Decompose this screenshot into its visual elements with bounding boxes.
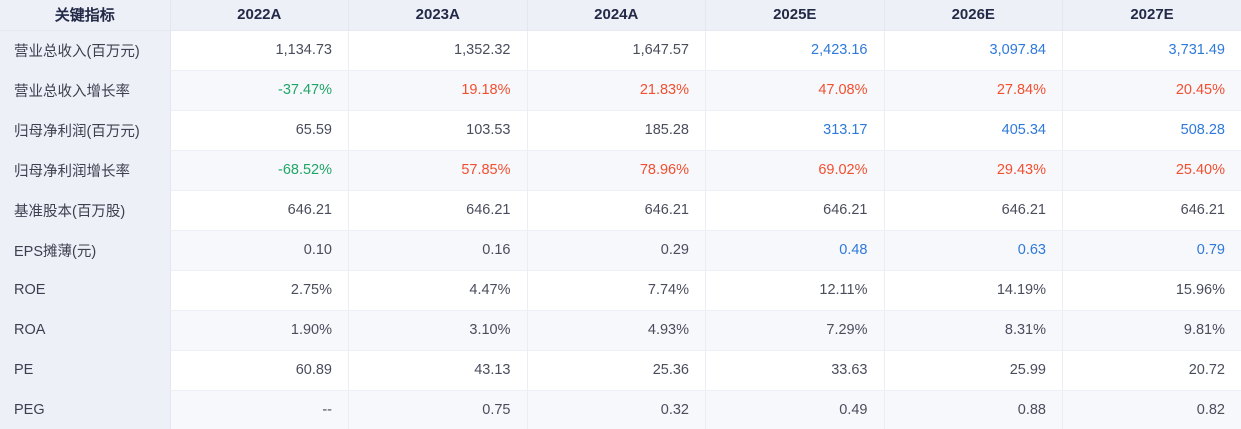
table-row: EPS摊薄(元) 0.10 0.16 0.29 0.48 0.63 0.79 (0, 230, 1241, 271)
cell-value: 4.93% (527, 310, 706, 351)
cell-value: 0.48 (705, 230, 885, 271)
table-row: ROE 2.75% 4.47% 7.74% 12.11% 14.19% 15.96% (0, 270, 1241, 311)
table-row: PE 60.89 43.13 25.36 33.63 25.99 20.72 (0, 350, 1241, 391)
cell-value: 25.40% (1062, 150, 1241, 191)
cell-value: 103.53 (348, 110, 528, 151)
table-row: 营业总收入增长率 -37.47% 19.18% 21.83% 47.08% 27.84% 2… (0, 70, 1241, 111)
cell-value: 33.63 (705, 350, 885, 391)
cell-value: 14.19% (884, 270, 1063, 311)
row-label: 归母净利润(百万元) (0, 110, 171, 151)
cell-value: 0.79 (1062, 230, 1241, 271)
cell-value: 3,731.49 (1062, 30, 1241, 71)
cell-value: 20.45% (1062, 70, 1241, 111)
row-label: ROE (0, 270, 171, 311)
cell-value: 0.10 (170, 230, 349, 271)
row-label: EPS摊薄(元) (0, 230, 171, 271)
cell-value: 1,352.32 (348, 30, 528, 71)
cell-value: 8.31% (884, 310, 1063, 351)
table-row: 营业总收入(百万元) 1,134.73 1,352.32 1,647.57 2,423.… (0, 30, 1241, 71)
cell-value: 25.99 (884, 350, 1063, 391)
cell-value: 0.32 (527, 390, 706, 429)
cell-value: 27.84% (884, 70, 1063, 111)
cell-value: -- (170, 390, 349, 429)
cell-value: 9.81% (1062, 310, 1241, 351)
table-body: 营业总收入(百万元) 1,134.73 1,352.32 1,647.57 2,423.… (0, 30, 1241, 429)
cell-value: 12.11% (705, 270, 885, 311)
cell-value: -37.47% (170, 70, 349, 111)
cell-value: 7.29% (705, 310, 885, 351)
year-column-header: 2025E (705, 0, 885, 31)
table-row: 归母净利润(百万元) 65.59 103.53 185.28 313.17 405.34 5… (0, 110, 1241, 151)
cell-value: 646.21 (527, 190, 706, 231)
cell-value: 185.28 (527, 110, 706, 151)
year-column-header: 2023A (348, 0, 528, 31)
cell-value: 0.88 (884, 390, 1063, 429)
cell-value: 0.63 (884, 230, 1063, 271)
cell-value: 508.28 (1062, 110, 1241, 151)
cell-value: 69.02% (705, 150, 885, 191)
cell-value: 646.21 (884, 190, 1063, 231)
cell-value: 29.43% (884, 150, 1063, 191)
cell-value: 405.34 (884, 110, 1063, 151)
cell-value: 646.21 (1062, 190, 1241, 231)
year-column-header: 2024A (527, 0, 706, 31)
cell-value: 313.17 (705, 110, 885, 151)
table-row: PEG -- 0.75 0.32 0.49 0.88 0.82 (0, 390, 1241, 429)
row-label: 营业总收入(百万元) (0, 30, 171, 71)
cell-value: 0.82 (1062, 390, 1241, 429)
cell-value: 78.96% (527, 150, 706, 191)
cell-value: 60.89 (170, 350, 349, 391)
cell-value: 2,423.16 (705, 30, 885, 71)
row-label: 营业总收入增长率 (0, 70, 171, 111)
cell-value: 7.74% (527, 270, 706, 311)
cell-value: 2.75% (170, 270, 349, 311)
cell-value: 19.18% (348, 70, 528, 111)
year-column-header: 2027E (1062, 0, 1241, 31)
cell-value: 57.85% (348, 150, 528, 191)
cell-value: 646.21 (170, 190, 349, 231)
table-row: ROA 1.90% 3.10% 4.93% 7.29% 8.31% 9.81% (0, 310, 1241, 351)
cell-value: 1,134.73 (170, 30, 349, 71)
cell-value: 43.13 (348, 350, 528, 391)
cell-value: 646.21 (348, 190, 528, 231)
cell-value: 0.49 (705, 390, 885, 429)
table-row: 基准股本(百万股) 646.21 646.21 646.21 646.21 646.21 6… (0, 190, 1241, 231)
indicator-column-header: 关键指标 (0, 0, 171, 31)
cell-value: 0.75 (348, 390, 528, 429)
year-column-header: 2022A (170, 0, 349, 31)
cell-value: 646.21 (705, 190, 885, 231)
row-label: 归母净利润增长率 (0, 150, 171, 191)
cell-value: 21.83% (527, 70, 706, 111)
table-header: 关键指标 2022A 2023A 2024A 2025E 2026E 2027E (0, 0, 1241, 31)
cell-value: 15.96% (1062, 270, 1241, 311)
row-label: 基准股本(百万股) (0, 190, 171, 231)
table-row: 归母净利润增长率 -68.52% 57.85% 78.96% 69.02% 29.43% 2… (0, 150, 1241, 191)
cell-value: 4.47% (348, 270, 528, 311)
cell-value: 0.29 (527, 230, 706, 271)
cell-value: -68.52% (170, 150, 349, 191)
row-label: PEG (0, 390, 171, 429)
cell-value: 1.90% (170, 310, 349, 351)
cell-value: 25.36 (527, 350, 706, 391)
year-column-header: 2026E (884, 0, 1063, 31)
cell-value: 1,647.57 (527, 30, 706, 71)
cell-value: 47.08% (705, 70, 885, 111)
cell-value: 3,097.84 (884, 30, 1063, 71)
header-row: 关键指标 2022A 2023A 2024A 2025E 2026E 2027E (0, 0, 1241, 31)
cell-value: 20.72 (1062, 350, 1241, 391)
cell-value: 3.10% (348, 310, 528, 351)
row-label: ROA (0, 310, 171, 351)
row-label: PE (0, 350, 171, 391)
cell-value: 0.16 (348, 230, 528, 271)
cell-value: 65.59 (170, 110, 349, 151)
